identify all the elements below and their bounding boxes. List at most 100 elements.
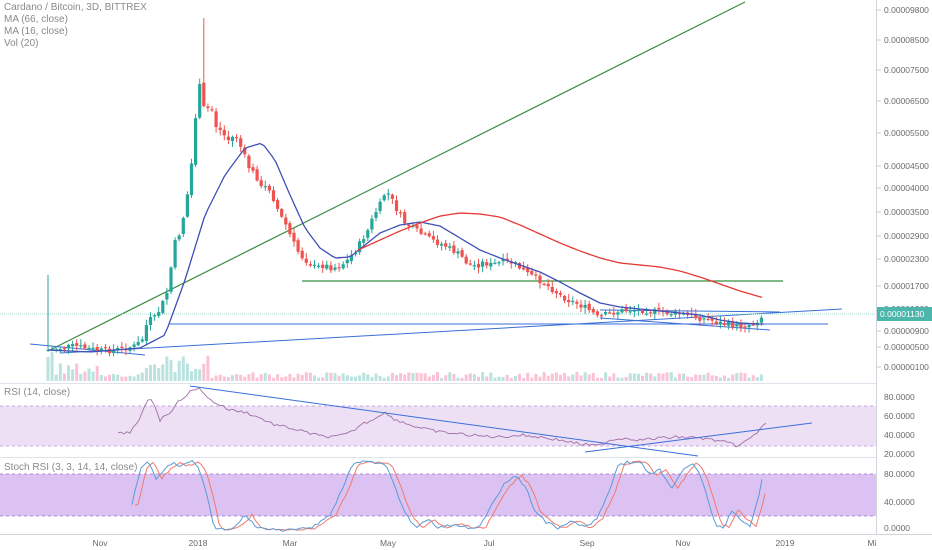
volume-bar bbox=[243, 376, 247, 381]
volume-bar bbox=[292, 377, 296, 381]
candle-body bbox=[427, 233, 431, 237]
volume-bar bbox=[161, 364, 165, 381]
candle-body bbox=[185, 194, 189, 217]
volume-bar bbox=[702, 374, 706, 381]
volume-bar bbox=[99, 375, 103, 381]
candle-body bbox=[526, 268, 530, 273]
candle-body bbox=[255, 169, 259, 181]
candle-body bbox=[280, 208, 284, 217]
candle-body bbox=[608, 312, 612, 314]
volume-bar bbox=[505, 374, 509, 381]
candle-body bbox=[731, 321, 735, 328]
volume-bar bbox=[202, 363, 206, 381]
volume-bar bbox=[645, 372, 649, 381]
rsi-tick-label: 20.0000 bbox=[884, 449, 915, 459]
volume-bar bbox=[181, 356, 185, 381]
volume-bar bbox=[321, 377, 325, 381]
candle-body bbox=[239, 138, 243, 147]
volume-bar bbox=[444, 375, 448, 381]
candle-body bbox=[366, 230, 370, 238]
candle-body bbox=[624, 308, 628, 312]
symbol-title[interactable]: Cardano / Bitcoin, 3D, BITTREX bbox=[4, 2, 147, 13]
volume-bar bbox=[337, 375, 341, 381]
volume-bar bbox=[669, 372, 673, 381]
rsi-legend: RSI (14, close) bbox=[4, 387, 70, 399]
candle-body bbox=[153, 315, 157, 317]
price-tick-label: 0.00000900 bbox=[884, 326, 929, 336]
volume-bar bbox=[177, 360, 181, 381]
candle-body bbox=[599, 315, 604, 317]
volume-bar bbox=[554, 372, 558, 381]
candle-body bbox=[337, 267, 341, 269]
volume-bar bbox=[624, 376, 628, 381]
volume-bar bbox=[185, 363, 189, 381]
candle-body bbox=[714, 321, 718, 324]
volume-bar bbox=[636, 373, 640, 381]
price-tick-label: 0.00009800 bbox=[884, 5, 929, 15]
candle-body bbox=[161, 301, 165, 314]
candle-body bbox=[727, 321, 731, 326]
time-tick-label: Nov bbox=[92, 538, 108, 548]
candle-body bbox=[317, 265, 321, 267]
time-tick-label: 2019 bbox=[776, 538, 795, 548]
candle-body bbox=[604, 312, 608, 315]
volume-bar bbox=[136, 374, 140, 381]
candle-body bbox=[640, 309, 645, 314]
volume-bar bbox=[395, 375, 398, 381]
candle-body bbox=[440, 243, 444, 246]
volume-bar bbox=[759, 374, 763, 381]
candle-body bbox=[390, 194, 394, 199]
volume-bar bbox=[382, 377, 386, 381]
wedge-line bbox=[599, 317, 771, 331]
volume-bar bbox=[54, 374, 58, 381]
stoch-tick-label: 80.0000 bbox=[884, 469, 915, 479]
volume-bar bbox=[714, 375, 718, 381]
candle-body bbox=[747, 325, 751, 328]
candle-body bbox=[563, 295, 567, 301]
candle-body bbox=[722, 323, 727, 325]
pane-separator[interactable] bbox=[0, 457, 877, 458]
time-axis-border bbox=[0, 534, 932, 535]
candle-body bbox=[554, 291, 558, 294]
volume-bar bbox=[415, 372, 419, 381]
candle-body bbox=[546, 283, 550, 287]
volume-bar bbox=[226, 377, 230, 381]
volume-bar bbox=[567, 376, 571, 381]
rsi-title[interactable]: RSI (14, close) bbox=[4, 387, 71, 398]
volume-bar bbox=[452, 374, 456, 381]
candle-body bbox=[165, 292, 169, 300]
price-tick-label: 0.00002900 bbox=[884, 231, 929, 241]
volume-bar bbox=[190, 371, 193, 381]
candle-body bbox=[312, 264, 317, 266]
volume-bar bbox=[731, 374, 735, 381]
volume-bar bbox=[313, 375, 316, 381]
volume-bar bbox=[604, 372, 608, 381]
pane-separator[interactable] bbox=[0, 383, 877, 384]
candle-body bbox=[378, 201, 382, 211]
candle-body bbox=[198, 83, 202, 118]
volume-bar bbox=[284, 376, 288, 381]
candle-body bbox=[694, 314, 698, 319]
candle-body bbox=[95, 347, 99, 351]
ma66-legend[interactable]: MA (66, close) bbox=[4, 14, 68, 25]
volume-legend[interactable]: Vol (20) bbox=[4, 38, 39, 49]
volume-bar bbox=[325, 372, 329, 381]
stoch-tick-label: 0.0000 bbox=[884, 523, 910, 533]
rsi-tick-label: 40.0000 bbox=[884, 430, 915, 440]
rsi-downtrend bbox=[189, 385, 699, 457]
candle-body bbox=[62, 348, 66, 350]
stoch-title[interactable]: Stoch RSI (3, 3, 14, 14, close) bbox=[4, 462, 138, 473]
volume-bar bbox=[534, 373, 538, 381]
time-tick-label: Sep bbox=[579, 538, 594, 548]
volume-bar bbox=[288, 373, 292, 381]
candle-body bbox=[112, 349, 116, 354]
candle-body bbox=[71, 344, 75, 347]
candle-body bbox=[444, 243, 448, 247]
candle-body bbox=[636, 309, 640, 312]
volume-bar bbox=[739, 372, 743, 381]
volume-bar bbox=[304, 372, 308, 381]
candle-body bbox=[87, 347, 91, 350]
ma16-legend[interactable]: MA (16, close) bbox=[4, 26, 68, 37]
candle-body bbox=[329, 265, 333, 271]
